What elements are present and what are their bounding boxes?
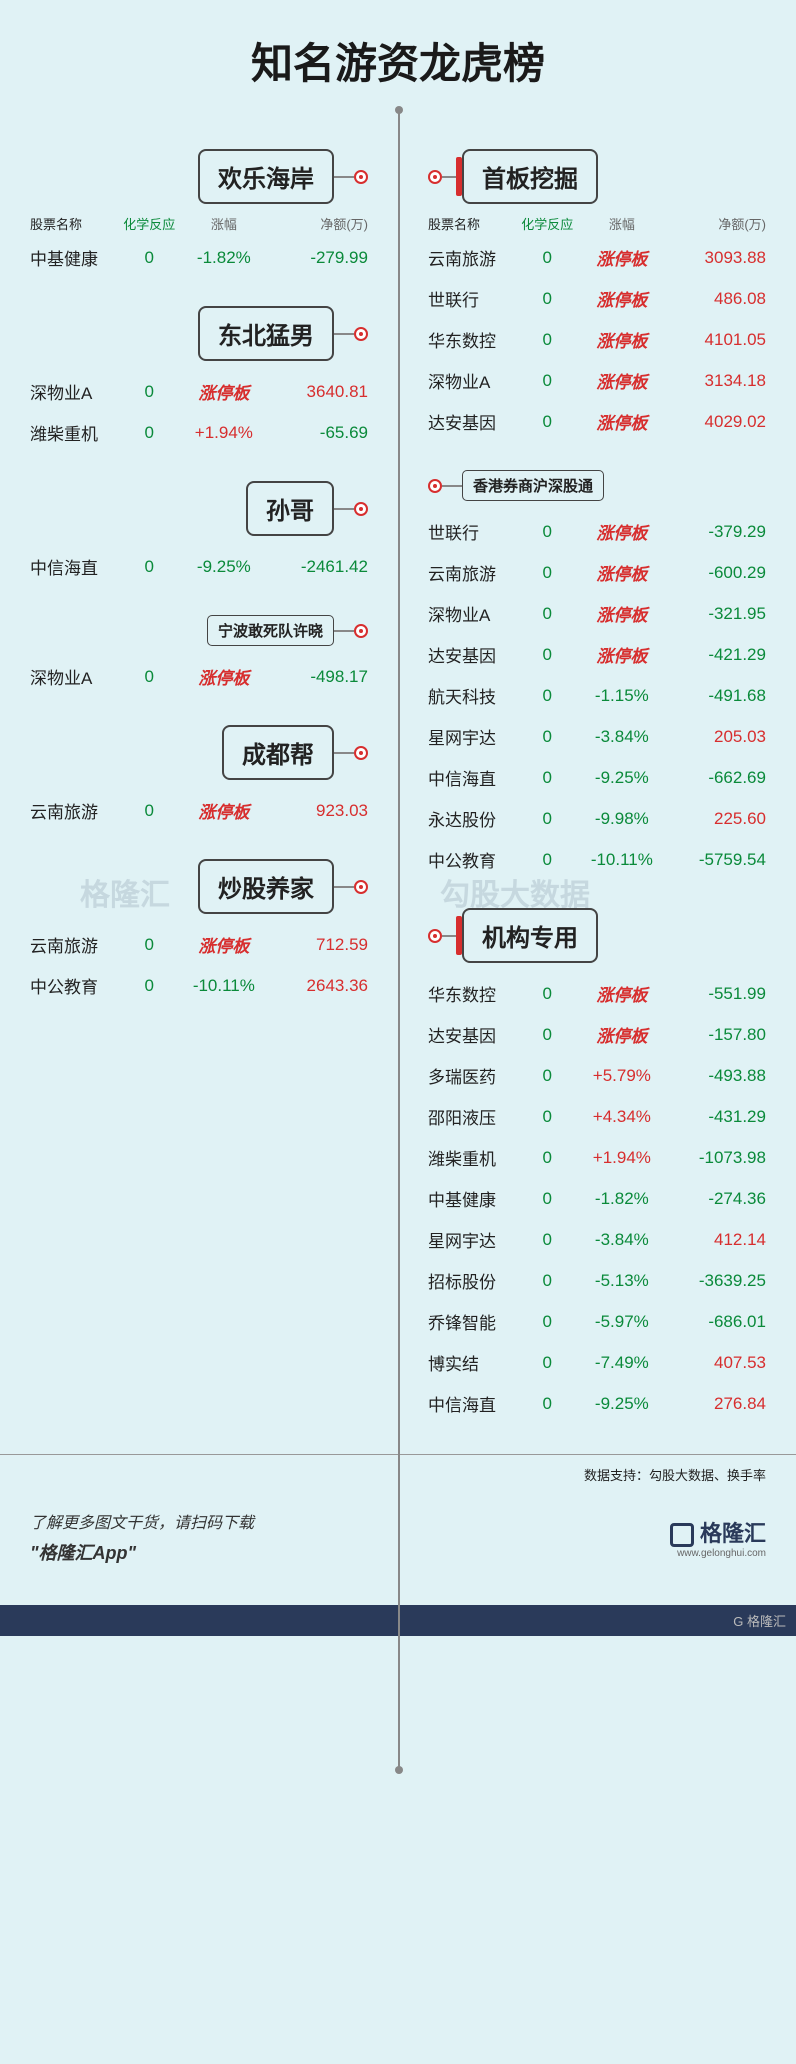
connector-dot — [354, 327, 368, 341]
section-label: 首板挖掘 — [462, 149, 598, 204]
connector-dot — [354, 746, 368, 760]
table-row: 潍柴重机 0 +1.94% -1073.98 — [428, 1137, 766, 1178]
logo-url: www.gelonghui.com — [670, 1548, 766, 1559]
table-row: 深物业A 0 涨停板 -498.17 — [30, 656, 368, 697]
table-row: 云南旅游 0 涨停板 3093.88 — [428, 237, 766, 278]
table-row: 中信海直 0 -9.25% -662.69 — [428, 757, 766, 798]
footer-text: 了解更多图文干货，请扫码下载 "格隆汇App" — [30, 1509, 254, 1565]
right-column: 首板挖掘 股票名称化学反应涨幅净额(万) 云南旅游 0 涨停板 3093.88 … — [398, 131, 796, 1434]
connector-dot — [354, 502, 368, 516]
connector-dot — [354, 880, 368, 894]
table-row: 多瑞医药 0 +5.79% -493.88 — [428, 1055, 766, 1096]
table-row: 中基健康 0 -1.82% -279.99 — [30, 237, 368, 278]
section-row: 欢乐海岸 — [30, 149, 368, 204]
table-row: 永达股份 0 -9.98% 225.60 — [428, 798, 766, 839]
table-row: 世联行 0 涨停板 -379.29 — [428, 511, 766, 552]
table-row: 中公教育 0 -10.11% -5759.54 — [428, 839, 766, 880]
section-label: 宁波敢死队许晓 — [207, 615, 334, 646]
table-row: 华东数控 0 涨停板 -551.99 — [428, 973, 766, 1014]
table-row: 深物业A 0 涨停板 3640.81 — [30, 371, 368, 412]
table-row: 达安基因 0 涨停板 -421.29 — [428, 634, 766, 675]
table-row: 中基健康 0 -1.82% -274.36 — [428, 1178, 766, 1219]
table-row: 航天科技 0 -1.15% -491.68 — [428, 675, 766, 716]
section-label: 炒股养家 — [198, 859, 334, 914]
table-row: 星网宇达 0 -3.84% 412.14 — [428, 1219, 766, 1260]
section-row: 炒股养家 — [30, 859, 368, 914]
table-row: 华东数控 0 涨停板 4101.05 — [428, 319, 766, 360]
section-label: 机构专用 — [462, 908, 598, 963]
logo-icon — [670, 1523, 694, 1547]
table-row: 中信海直 0 -9.25% -2461.42 — [30, 546, 368, 587]
footer-line1: 了解更多图文干货，请扫码下载 — [30, 1509, 254, 1533]
footer-app: "格隆汇App" — [30, 1539, 254, 1565]
page-title: 知名游资龙虎榜 — [0, 30, 796, 91]
connector-dot — [428, 929, 442, 943]
section-row: 孙哥 — [30, 481, 368, 536]
table-row: 博实结 0 -7.49% 407.53 — [428, 1342, 766, 1383]
table-row: 深物业A 0 涨停板 3134.18 — [428, 360, 766, 401]
table-row: 星网宇达 0 -3.84% 205.03 — [428, 716, 766, 757]
table-row: 云南旅游 0 涨停板 923.03 — [30, 790, 368, 831]
section-row: 东北猛男 — [30, 306, 368, 361]
table-row: 世联行 0 涨停板 486.08 — [428, 278, 766, 319]
table-header: 股票名称化学反应涨幅净额(万) — [428, 214, 766, 233]
table-row: 达安基因 0 涨停板 4029.02 — [428, 401, 766, 442]
section-row: 首板挖掘 — [428, 149, 766, 204]
table-row: 深物业A 0 涨停板 -321.95 — [428, 593, 766, 634]
connector-dot — [354, 624, 368, 638]
section-label: 欢乐海岸 — [198, 149, 334, 204]
logo-text: 格隆汇 — [700, 1521, 766, 1546]
table-row: 招标股份 0 -5.13% -3639.25 — [428, 1260, 766, 1301]
infographic-container: 知名游资龙虎榜 格隆汇 勾股大数据 欢乐海岸 股票名称化学反应涨幅净额(万) 中… — [0, 0, 796, 1605]
table-row: 邵阳液压 0 +4.34% -431.29 — [428, 1096, 766, 1137]
connector-dot — [428, 170, 442, 184]
table-row: 中公教育 0 -10.11% 2643.36 — [30, 965, 368, 1006]
section-row: 机构专用 — [428, 908, 766, 963]
connector-dot — [354, 170, 368, 184]
table-row: 中信海直 0 -9.25% 276.84 — [428, 1383, 766, 1424]
section-row: 宁波敢死队许晓 — [30, 615, 368, 646]
left-column: 欢乐海岸 股票名称化学反应涨幅净额(万) 中基健康 0 -1.82% -279.… — [0, 131, 398, 1434]
table-header: 股票名称化学反应涨幅净额(万) — [30, 214, 368, 233]
table-row: 达安基因 0 涨停板 -157.80 — [428, 1014, 766, 1055]
table-row: 云南旅游 0 涨停板 -600.29 — [428, 552, 766, 593]
section-label: 香港券商沪深股通 — [462, 470, 604, 501]
section-label: 成都帮 — [222, 725, 334, 780]
section-label: 东北猛男 — [198, 306, 334, 361]
connector-dot — [428, 479, 442, 493]
table-row: 乔锋智能 0 -5.97% -686.01 — [428, 1301, 766, 1342]
table-row: 云南旅游 0 涨停板 712.59 — [30, 924, 368, 965]
table-row: 潍柴重机 0 +1.94% -65.69 — [30, 412, 368, 453]
section-label: 孙哥 — [246, 481, 334, 536]
section-row: 香港券商沪深股通 — [428, 470, 766, 501]
brand-logo: 格隆汇 www.gelonghui.com — [670, 1516, 766, 1559]
section-row: 成都帮 — [30, 725, 368, 780]
